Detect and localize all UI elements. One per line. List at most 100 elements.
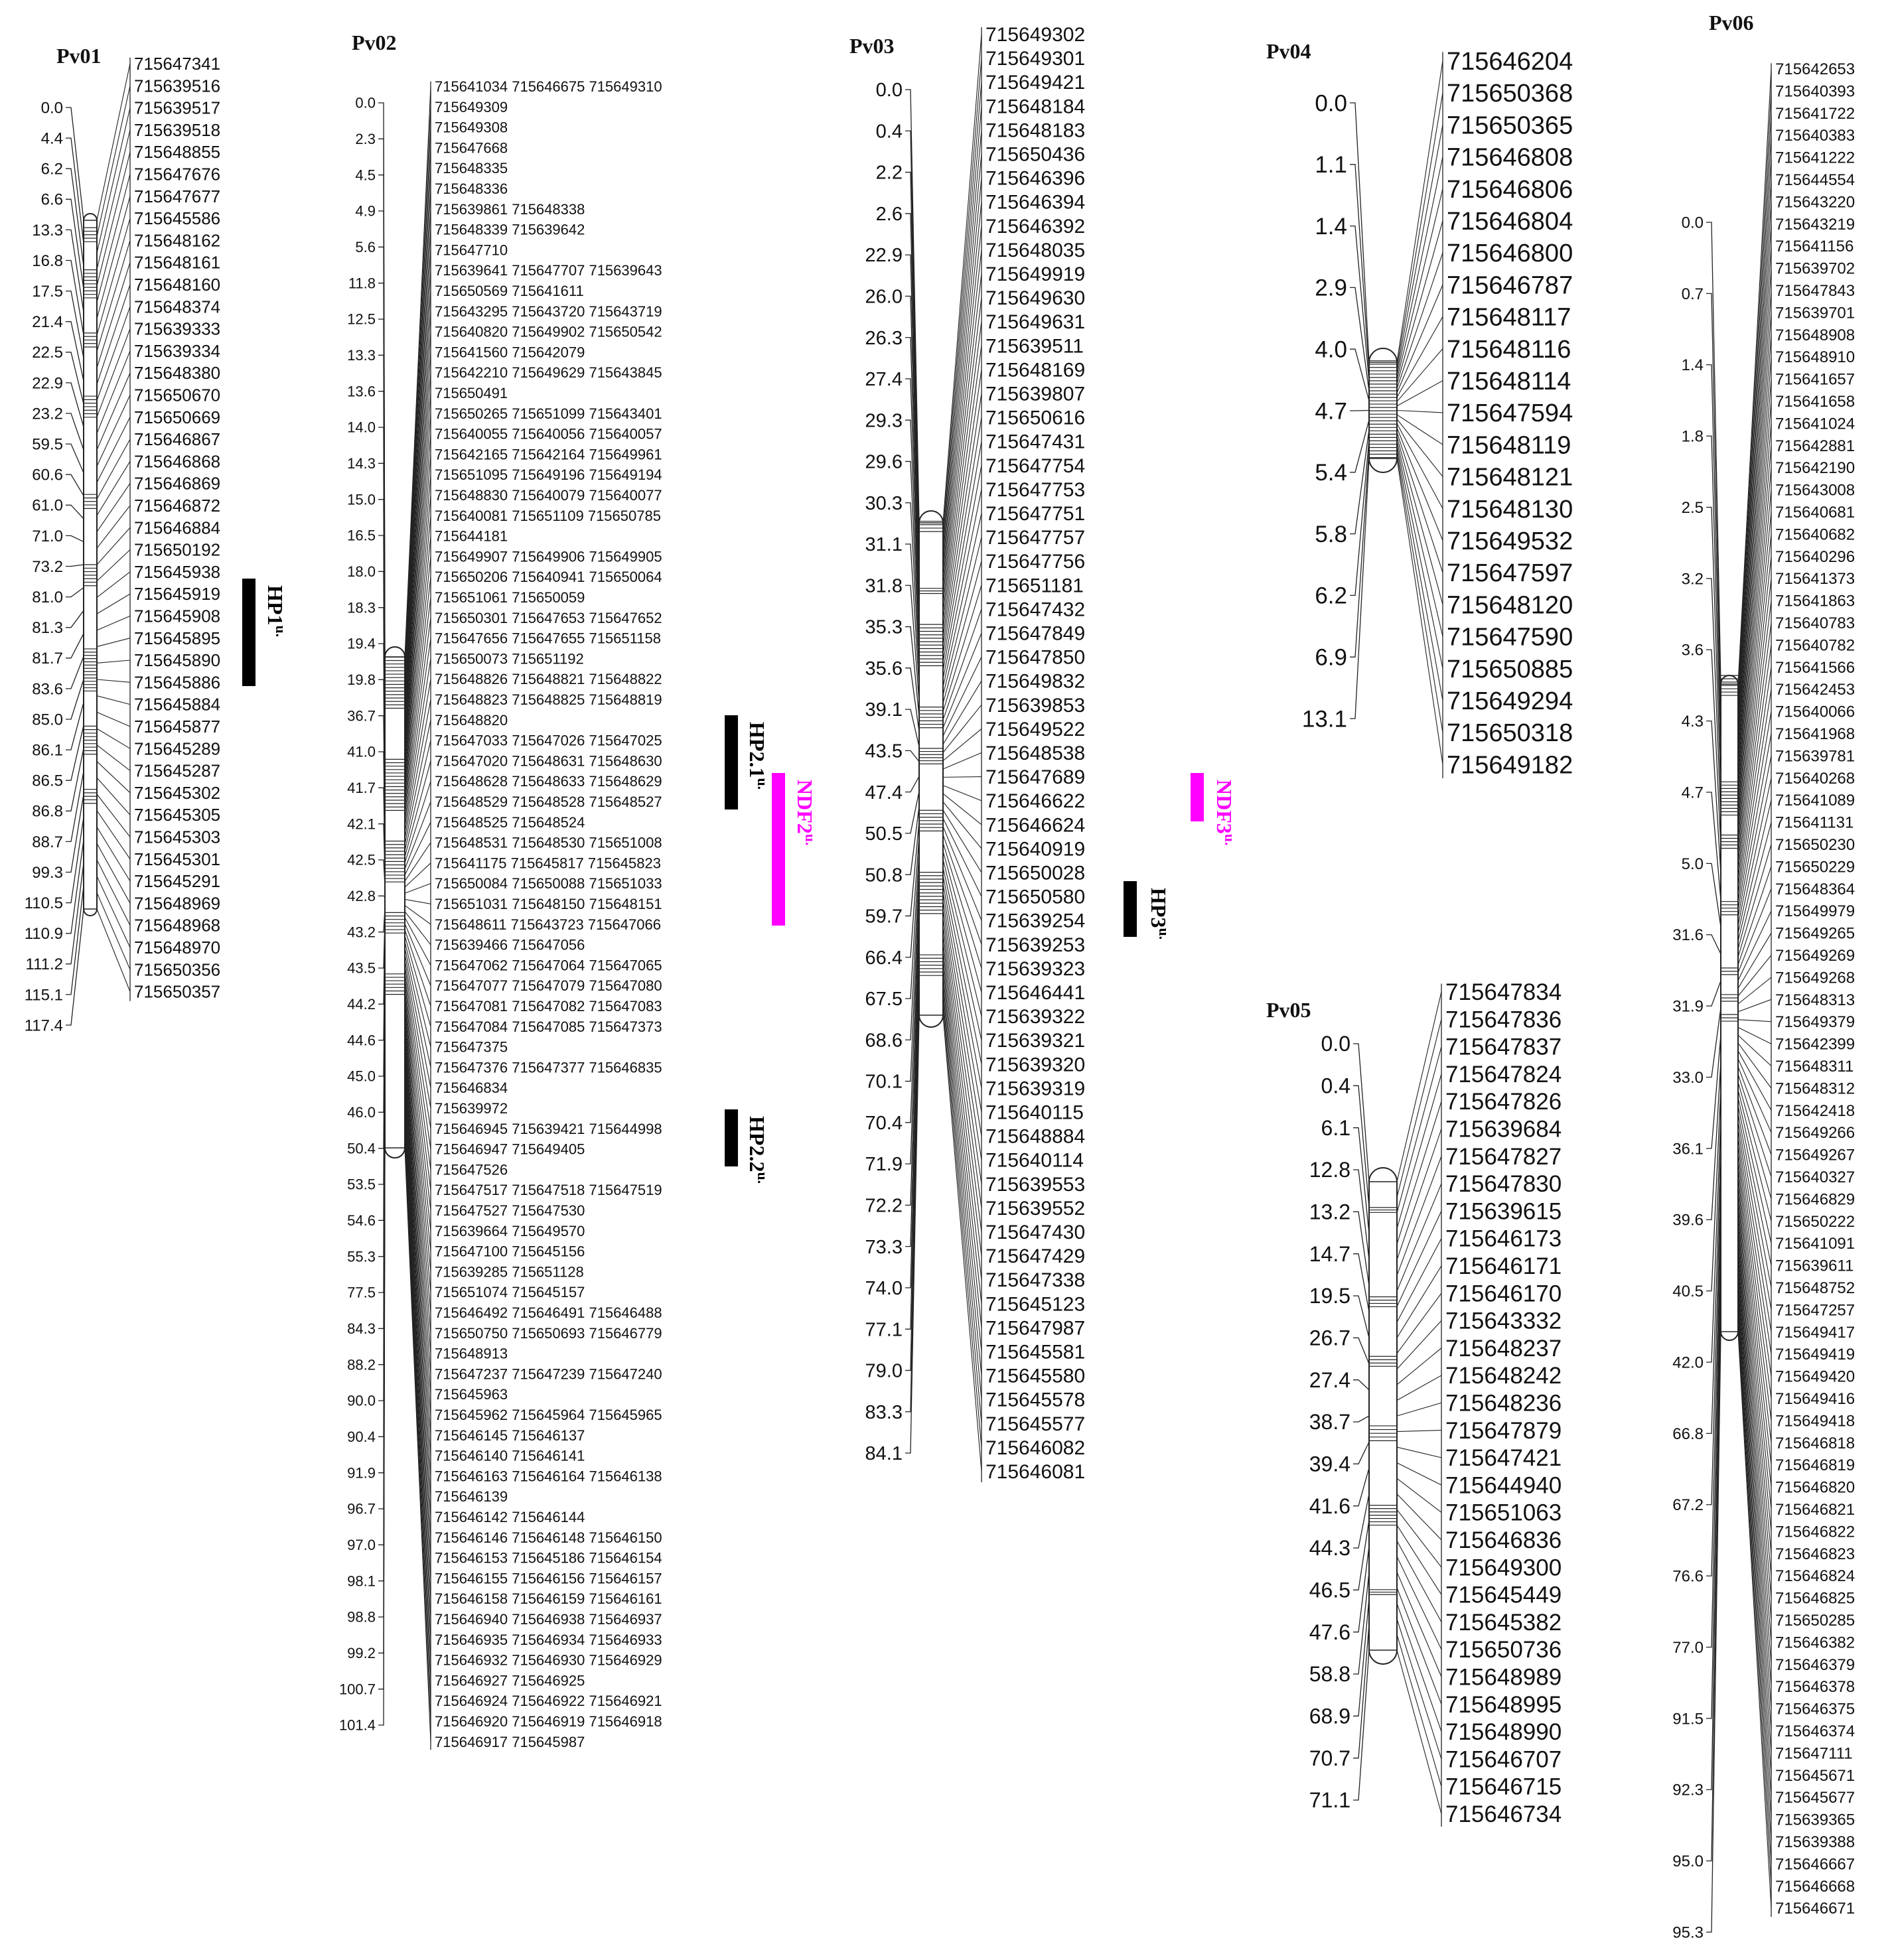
marker-label: 715649631 (985, 311, 1085, 333)
marker-label: 715649302 (985, 24, 1085, 46)
marker-label: 715650569 715641611 (435, 283, 584, 299)
marker-connector (404, 1026, 431, 1334)
marker-label: 715646829 (1775, 1190, 1855, 1208)
marker-label: 715647826 (1445, 1089, 1562, 1115)
marker-label: 715647677 (134, 186, 220, 206)
marker-label: 715646836 (1445, 1527, 1562, 1553)
qtl-name: HP2.2 (745, 1116, 769, 1172)
marker-label: 715646170 (1445, 1281, 1562, 1306)
marker-label: 715639466 715647056 (435, 937, 585, 953)
position-label: 1.1 (1315, 152, 1347, 178)
marker-connector (1737, 490, 1772, 833)
marker-connector (404, 1056, 431, 1436)
position-label: 81.3 (32, 619, 63, 637)
marker-label: 715650365 (1447, 111, 1573, 139)
marker-connector (942, 153, 982, 564)
position-label: 2.2 (876, 163, 903, 184)
marker-connector (404, 1093, 431, 1558)
position-connector (66, 771, 84, 843)
marker-label: 715646932 715646930 715646929 (435, 1652, 662, 1669)
marker-label: 715649532 (1447, 527, 1573, 555)
marker-connector (96, 284, 131, 385)
marker-connector (1737, 1074, 1772, 1177)
marker-label: 715646622 (985, 790, 1085, 812)
position-label: 68.6 (865, 1030, 903, 1051)
marker-label: 715646820 (1775, 1479, 1855, 1497)
marker-connector (404, 1099, 431, 1578)
position-label: 86.8 (32, 803, 63, 821)
marker-connector (1396, 252, 1443, 389)
position-label: 14.7 (1309, 1242, 1350, 1266)
marker-label: 715645938 (134, 562, 220, 582)
qtl-name: HP3 (1147, 888, 1171, 928)
marker-label: 715641175 715645817 715645823 (435, 855, 661, 871)
position-label: 101.4 (339, 1717, 376, 1734)
position-label: 18.0 (347, 563, 376, 580)
position-connector (1706, 720, 1721, 873)
qtl-hp1: HP1u. (242, 579, 290, 686)
position-label: 110.5 (25, 894, 63, 912)
marker-connector (404, 1044, 431, 1395)
position-connector (905, 985, 920, 1371)
position-label: 2.5 (1682, 499, 1704, 517)
position-connector (1706, 1007, 1721, 1078)
marker-connector (1396, 1430, 1442, 1433)
marker-connector (942, 892, 982, 1113)
marker-connector (1737, 1097, 1772, 1243)
position-label: 95.3 (1672, 1924, 1704, 1941)
marker-label: 715647836 (1445, 1007, 1562, 1032)
marker-label: 715644554 (1775, 171, 1855, 189)
marker-label: 715647517 715647518 715647519 (435, 1182, 662, 1198)
marker-label: 715651095 715649196 715649194 (435, 466, 662, 483)
position-label: 67.5 (865, 989, 903, 1010)
marker-label: 715641131 (1775, 814, 1854, 832)
marker-connector (96, 660, 131, 664)
position-label: 4.7 (1682, 784, 1704, 802)
position-connector (905, 171, 920, 553)
position-label: 15.0 (347, 491, 376, 508)
marker-label: 715650265 715651099 715643401 (435, 405, 662, 422)
position-connector (1353, 1494, 1370, 1549)
marker-label: 715641722 (1775, 105, 1855, 123)
position-connector (1353, 1468, 1370, 1507)
marker-label: 715649309 (435, 99, 508, 115)
marker-label: 715641863 (1775, 593, 1855, 610)
marker-connector (1737, 157, 1772, 716)
marker-connector (942, 785, 982, 802)
position-label: 26.0 (865, 287, 903, 308)
marker-connector (1737, 955, 1772, 997)
marker-label: 715645287 (134, 761, 220, 781)
marker-connector (404, 168, 431, 681)
marker-label: 715645886 (134, 672, 220, 692)
marker-label: 715646819 (1775, 1456, 1855, 1474)
position-connector (905, 543, 920, 687)
position-label: 59.5 (32, 436, 63, 454)
position-connector (1706, 1304, 1721, 1862)
marker-connector (942, 851, 982, 993)
marker-label: 715646924 715646922 715646921 (435, 1693, 662, 1709)
position-label: 16.8 (32, 252, 63, 270)
marker-connector (942, 513, 982, 687)
position-connector (1706, 1115, 1721, 1363)
marker-label: 715647077 715647079 715647080 (435, 977, 662, 994)
marker-label: 715650750 715650693 715646779 (435, 1325, 662, 1342)
position-connector (905, 750, 920, 762)
marker-connector (404, 352, 431, 736)
marker-connector (1737, 910, 1772, 981)
marker-label: 715639517 (134, 98, 220, 118)
position-label: 41.7 (347, 780, 376, 796)
marker-connector (1737, 379, 1772, 794)
marker-label: 715650301 715647653 715647652 (435, 610, 662, 626)
marker-label: 715648236 (1445, 1391, 1562, 1417)
marker-connector (404, 107, 431, 664)
marker-label: 715639322 (985, 1006, 1085, 1028)
marker-label: 715646163 715646164 715646138 (435, 1468, 662, 1484)
marker-connector (1737, 1183, 1772, 1488)
position-label: 73.2 (32, 558, 63, 576)
marker-connector (942, 537, 982, 695)
marker-label: 715647084 715647085 715647373 (435, 1018, 662, 1035)
marker-label: 715647656 715647655 715651158 (435, 630, 661, 647)
marker-label: 715648826 715648821 715648822 (435, 671, 662, 687)
marker-connector (1737, 755, 1772, 926)
marker-label: 715647824 (1445, 1062, 1562, 1087)
